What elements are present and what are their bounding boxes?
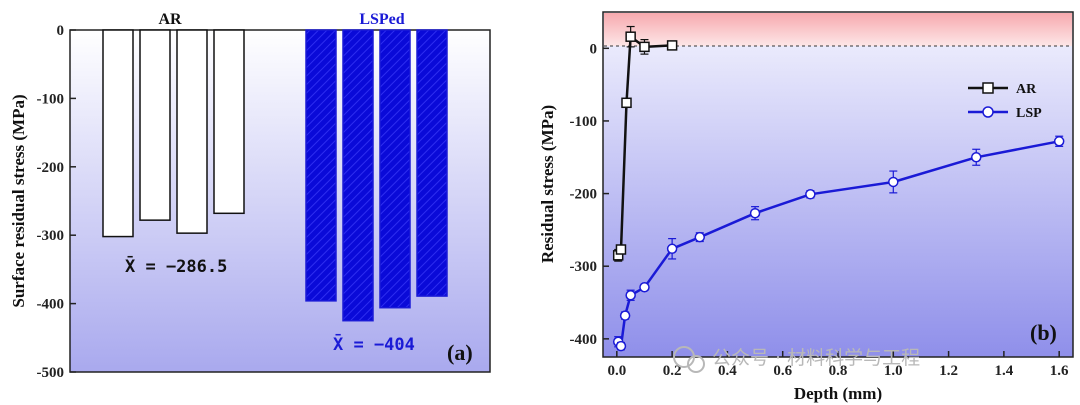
panel-b-point-ar xyxy=(625,31,636,42)
panel-b-point-ar xyxy=(666,40,678,51)
panel-b-y-tick-label: 0 xyxy=(590,41,598,57)
panel-b-point-lsp xyxy=(1053,136,1065,147)
panel-b-series xyxy=(612,25,1065,352)
wechat-icon-inner xyxy=(687,355,705,373)
panel-b-point-lsp xyxy=(694,231,706,243)
panel-b-x-tick-label: 0.8 xyxy=(829,363,848,379)
panel-b-tension-zone xyxy=(604,13,1072,46)
panel-a-chart: 0 -100 -200 -300 -400 -500 AR LSPed X̄ = −286… xyxy=(9,11,491,381)
panel-b-x-tick-label: 0.0 xyxy=(607,363,626,379)
panel-a-y-axis-label: Surface residual stress (MPa) xyxy=(9,94,28,307)
panel-a-group-label-lsped: LSPed xyxy=(359,11,404,28)
panel-b-x-tick-label: 0.6 xyxy=(773,363,792,379)
panel-b-point-ar xyxy=(639,41,650,53)
panel-a-label: (a) xyxy=(447,340,473,365)
panel-a-mean-ar: X̄ = −286.5 xyxy=(125,255,227,277)
panel-b-point-lsp xyxy=(625,290,636,301)
panel-b-x-tick-label: 0.2 xyxy=(663,363,682,379)
panel-a-y-tick-label: -500 xyxy=(37,365,65,381)
panel-a-bar-lsped-1 xyxy=(305,29,337,302)
panel-a-y-tick-label: 0 xyxy=(57,23,65,39)
panel-b-point-ar xyxy=(615,244,627,255)
legend-ar-label: AR xyxy=(1016,82,1037,97)
legend-lsp-marker xyxy=(982,106,994,118)
panel-b-x-tick-label: 1.2 xyxy=(939,363,958,379)
panel-b-point-lsp xyxy=(888,176,899,188)
panel-a-bar-lsped-3 xyxy=(379,29,411,309)
panel-b-x-tick-label: 1.0 xyxy=(884,363,903,379)
panel-b-x-tick-label: 0.4 xyxy=(718,363,737,379)
legend-lsp-label: LSP xyxy=(1016,106,1042,121)
panel-a-y-tick-label: -200 xyxy=(37,160,65,176)
panel-a-y-ticks: 0 -100 -200 -300 -400 -500 xyxy=(37,23,76,381)
watermark: 公众号 · 材料科学与工程 xyxy=(673,346,920,373)
panel-b-point-lsp xyxy=(805,189,816,200)
panel-a-mean-lsped: X̄ = −404 xyxy=(333,333,415,355)
panel-a-y-tick-label: -100 xyxy=(37,91,65,107)
legend-ar-marker xyxy=(982,82,994,94)
panel-b-y-tick-label: -400 xyxy=(570,332,598,348)
panel-b-x-tick-label: 1.4 xyxy=(995,363,1014,379)
panel-b-plot-area xyxy=(602,11,1074,358)
panel-b-y-tick-label: -200 xyxy=(570,187,598,203)
panel-a-bar-ar-4 xyxy=(213,29,245,215)
panel-b-point-lsp xyxy=(615,340,627,352)
panel-a-bar-lsped-4 xyxy=(416,29,448,297)
panel-b-point-lsp xyxy=(749,207,761,219)
panel-b-point-lsp xyxy=(666,243,678,255)
panel-a-group-label-ar: AR xyxy=(158,11,182,28)
panel-b-y-tick-label: -300 xyxy=(570,259,598,275)
panel-b-y-ticks: 0 -100 -200 -300 -400 xyxy=(570,41,609,348)
panel-a-y-tick-label: -400 xyxy=(37,297,65,313)
panel-b-x-ticks: 0.0 0.2 0.4 0.6 0.8 1.0 1.2 1.4 1.6 xyxy=(607,351,1069,379)
panel-b-point-lsp xyxy=(619,310,631,321)
panel-b-point-ar xyxy=(621,97,632,109)
panel-a-bars xyxy=(102,29,448,322)
panel-b-y-tick-label: -100 xyxy=(570,114,598,130)
panel-b-legend: AR LSP xyxy=(968,82,1042,121)
panel-a-bar-ar-1 xyxy=(102,29,134,238)
panel-b-point-lsp xyxy=(639,282,650,293)
panel-b-x-axis-label: Depth (mm) xyxy=(794,384,882,403)
panel-b-label: (b) xyxy=(1030,320,1057,345)
panel-b-point-lsp xyxy=(970,152,982,163)
panel-b-chart: 0 -100 -200 -300 -400 0.0 0.2 0.4 0.6 0.8 1.0 1.2 1… xyxy=(538,11,1074,403)
panel-a-bar-lsped-2 xyxy=(342,29,374,322)
panel-a-y-tick-label: -300 xyxy=(37,228,65,244)
watermark-text: 公众号 · 材料科学与工程 xyxy=(712,347,920,369)
panel-a-bar-ar-2 xyxy=(139,29,171,221)
panel-b-x-tick-label: 1.6 xyxy=(1050,363,1069,379)
panel-a-bar-ar-3 xyxy=(176,29,208,234)
panel-b-y-axis-label: Residual stress (MPa) xyxy=(538,105,557,263)
